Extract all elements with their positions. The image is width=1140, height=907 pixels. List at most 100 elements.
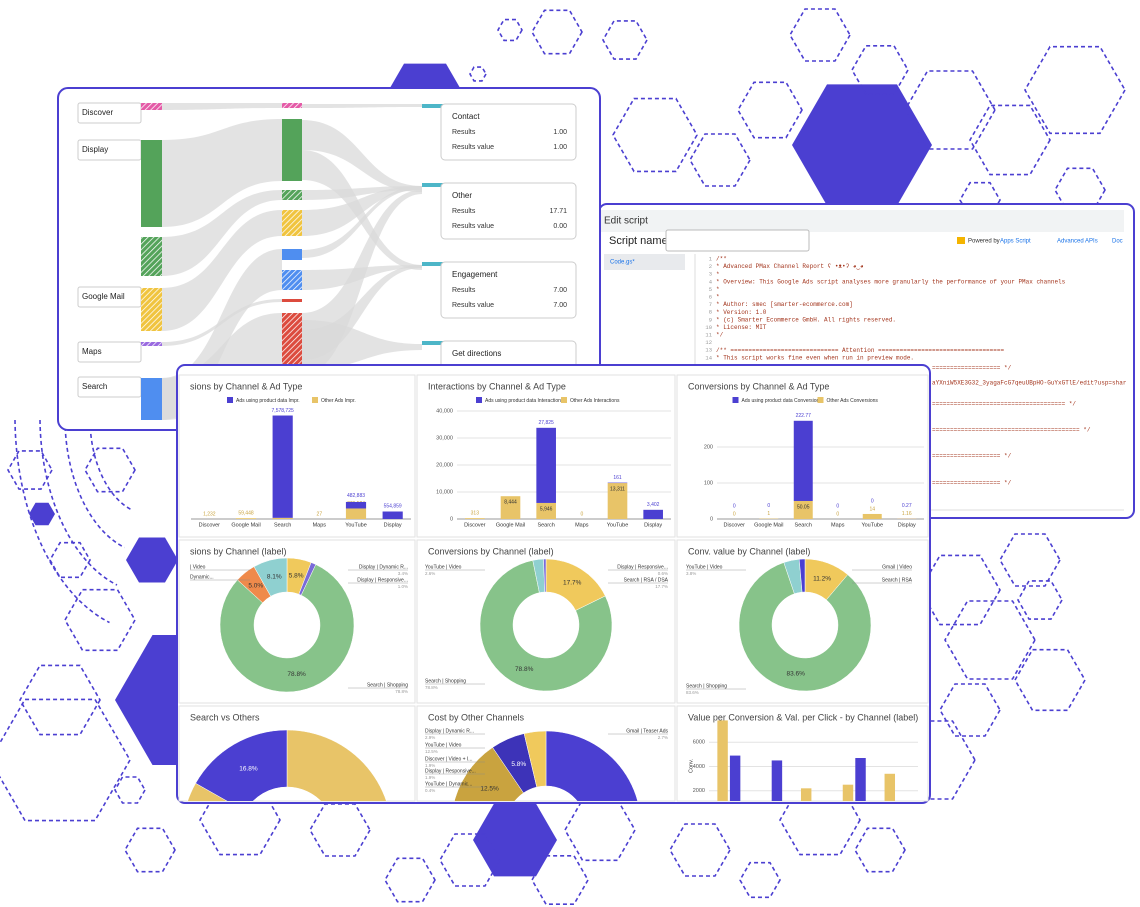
bar [842,784,854,801]
callout-label: Search | Shopping [425,678,466,684]
donut-slice [523,730,547,788]
code-line: * [716,294,720,301]
code-fragment: =================== */ [932,365,1012,372]
callout-label: Display | Dynamic R... [425,728,474,734]
chart-panel: Value per Conversion & Val. per Click - … [688,712,918,801]
x-tick-label: Search [274,522,291,528]
data-label: 27,825 [539,420,555,426]
flow [302,186,422,258]
hexagon-outline [19,664,101,736]
bar [855,758,866,801]
row-label: Results [452,129,476,136]
callout-value: 0.4% [425,788,435,793]
chart-panel: sions by Channel & Ad Type Ads using prod… [190,381,411,528]
callout-label: Search | RSA / DSA [624,577,669,583]
y-tick-label: 10,000 [436,489,453,495]
hexagon-outline [84,447,136,493]
line-number: 8 [709,309,712,316]
data-label: 5.8% [289,573,304,580]
dashboard: sions by Channel & Ad Type Ads using prod… [176,364,931,804]
bar [500,496,521,519]
node-bar [282,249,302,260]
code-fragment: ===================================== */ [932,401,1076,408]
panel [178,374,416,538]
result-marker [422,262,443,266]
legend-label: Other Ads Impr. [321,398,356,404]
node-bar [282,103,302,108]
donut-slice [479,560,613,692]
chart-panel: Cost by Other Channels 12.5% 5.8% Display |… [425,712,668,801]
row-label: Results value [452,144,494,151]
hexagon-solid [792,84,932,206]
callout-label: YouTube | Dynamic... [425,781,472,787]
callout-value: 17.7% [655,584,668,589]
hexagon-outline [1014,648,1086,712]
data-label: 11.2% [813,575,831,582]
row-label: Results value [452,223,494,230]
bar [465,518,485,519]
flow [302,120,422,192]
hexagon-outline [944,600,1036,680]
hexagon-outline [689,133,751,187]
node-bar [141,342,162,346]
line-number: 2 [709,263,712,270]
bar [536,427,556,503]
x-tick-label: Search [795,522,812,528]
code-line: * Version: 1.0 [716,309,767,316]
data-label: 554,859 [384,503,402,509]
data-label: 7,578,725 [272,408,294,414]
y-tick-label: 40,000 [436,408,453,414]
hexagon-outline [789,8,851,62]
legend-label: Other Ads Conversions [827,398,879,404]
chart-title: Interactions by Channel & Ad Type [428,381,566,391]
hexagon-outline [124,827,176,873]
file-name: Code.gs* [610,260,635,266]
code-line: /** ============================== Atten… [716,347,1004,354]
node-bar [282,119,302,181]
callout-value: 78.8% [395,689,408,694]
donut-slice [195,729,288,801]
legend-label: Ads using product data Conversions [742,398,823,404]
y-tick-label: 200 [704,444,713,450]
bar [607,483,628,519]
y-tick-label: 30,000 [436,435,453,441]
chart-title: Conversions by Channel (label) [428,546,554,556]
callout-label: Search | Shopping [686,683,727,689]
chart-title: sions by Channel & Ad Type [190,381,302,391]
hexagon-outline [497,18,523,42]
legend-swatch [817,397,824,403]
callout-value: 2.6% [425,571,435,576]
node-bar [282,313,302,375]
hexagon-outline [0,698,131,822]
bar [235,518,257,519]
node-bar [282,270,302,290]
node-bar [141,103,162,110]
data-label: 0 [767,503,770,509]
x-tick-label: Discover [724,522,746,528]
y-tick-label: 20,000 [436,462,453,468]
x-tick-label: Maps [575,522,589,528]
callout-value: 2.7% [658,735,668,740]
callout-value: 2.9% [425,735,435,740]
hexagon-solid [126,537,178,583]
line-number: 13 [705,347,712,354]
row-value: 1.00 [553,129,567,136]
card-title: Contact [452,112,480,121]
code-line: * License: MIT [716,324,767,331]
line-number: 4 [709,278,713,285]
bar [800,788,812,801]
link: Advanced APIs [1057,239,1098,245]
y-tick-label: 0 [710,516,713,522]
hexagon-outline [531,9,583,55]
node-label: Search [82,382,107,391]
line-number: 10 [705,324,712,331]
x-tick-label: Discover [464,522,486,528]
arc-outline [39,419,118,586]
text-input [665,229,810,252]
code-line: * [716,271,720,278]
data-label: 0 [733,511,736,517]
x-tick-label: YouTube [345,522,367,528]
data-label: 78.8% [287,671,306,678]
data-label: 222.77 [796,413,812,419]
data-label: 5,946 [540,506,553,512]
